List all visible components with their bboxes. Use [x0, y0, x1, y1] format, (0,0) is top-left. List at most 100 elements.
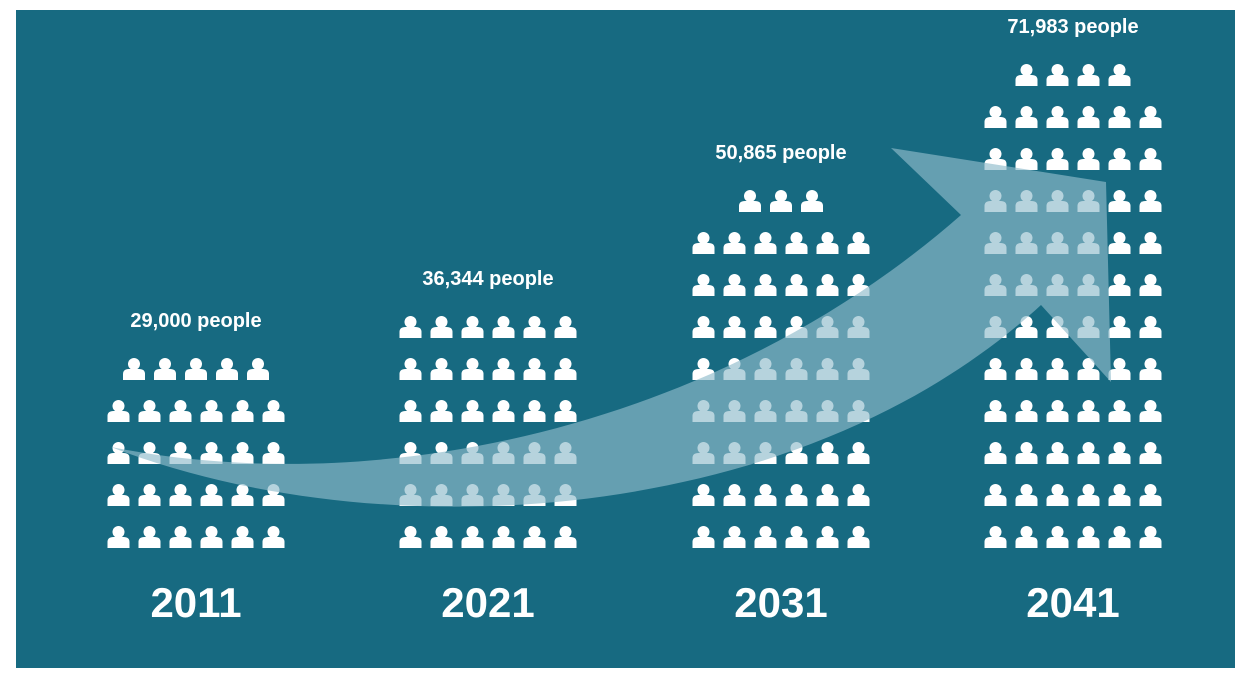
person-icon: [1046, 400, 1069, 422]
person-icon: [984, 442, 1007, 464]
year-label-2011: 2011: [150, 579, 241, 626]
person-icon: [461, 358, 484, 380]
person-icon: [216, 358, 238, 380]
year-label-2041: 2041: [1026, 579, 1119, 626]
person-icon: [1139, 484, 1162, 506]
trend-arrow: [111, 148, 1111, 507]
person-icon: [1046, 148, 1069, 170]
person-icon: [107, 442, 130, 464]
person-icon: [770, 190, 792, 212]
person-icon: [1139, 190, 1162, 212]
person-icon: [1108, 400, 1131, 422]
chart-panel: 29,000 people 2011 36,344 people 2021 50,865…: [16, 10, 1235, 668]
person-icon: [430, 400, 453, 422]
person-icon: [723, 232, 746, 254]
person-icon: [262, 442, 285, 464]
person-icon: [1046, 484, 1069, 506]
person-icon: [816, 442, 839, 464]
person-icon: [461, 526, 484, 548]
person-icon: [107, 484, 130, 506]
person-icon: [554, 400, 577, 422]
person-icon: [262, 526, 285, 548]
person-icon: [1108, 526, 1131, 548]
person-icon: [1108, 232, 1131, 254]
person-icon: [1108, 358, 1131, 380]
person-icon: [1077, 484, 1100, 506]
person-icon: [1077, 64, 1100, 86]
person-icon: [492, 526, 515, 548]
person-icon: [430, 358, 453, 380]
person-icon: [138, 484, 161, 506]
person-icon: [1108, 64, 1131, 86]
person-icon: [1139, 232, 1162, 254]
person-icon: [1139, 400, 1162, 422]
person-icon: [754, 232, 777, 254]
person-icon: [138, 526, 161, 548]
person-icon: [169, 484, 192, 506]
person-icon: [847, 442, 870, 464]
person-icon: [1015, 400, 1038, 422]
person-icon: [1139, 358, 1162, 380]
person-icon: [231, 400, 254, 422]
person-icon: [816, 232, 839, 254]
person-icon: [554, 316, 577, 338]
person-icon: [1046, 64, 1069, 86]
person-icon: [1015, 64, 1038, 86]
person-icon: [399, 316, 422, 338]
person-icon: [247, 358, 269, 380]
person-icon: [785, 484, 808, 506]
person-icon: [200, 400, 223, 422]
person-icon: [430, 526, 453, 548]
person-icon: [785, 274, 808, 296]
year-label-2031: 2031: [734, 579, 827, 626]
person-icon: [399, 400, 422, 422]
person-icon: [523, 316, 546, 338]
person-icon: [1015, 442, 1038, 464]
value-label-2031: 50,865 people: [715, 142, 846, 164]
person-icon: [984, 106, 1007, 128]
person-icon: [200, 484, 223, 506]
person-icon: [1139, 442, 1162, 464]
person-icon: [523, 400, 546, 422]
person-icon: [461, 316, 484, 338]
person-icon: [1077, 526, 1100, 548]
person-icon: [1046, 526, 1069, 548]
person-icon: [816, 274, 839, 296]
person-icon: [231, 484, 254, 506]
person-icon: [138, 400, 161, 422]
person-icon: [1077, 148, 1100, 170]
person-icon: [692, 484, 715, 506]
person-icon: [1108, 274, 1131, 296]
person-icon: [554, 526, 577, 548]
person-icon: [847, 526, 870, 548]
person-icon: [785, 526, 808, 548]
person-icon: [1015, 358, 1038, 380]
person-icon: [1015, 106, 1038, 128]
person-icon: [984, 484, 1007, 506]
person-icon: [754, 526, 777, 548]
person-icon: [692, 316, 715, 338]
person-icon: [847, 232, 870, 254]
person-icon: [1108, 148, 1131, 170]
person-icon: [231, 442, 254, 464]
value-label-2021: 36,344 people: [422, 268, 553, 290]
person-icon: [1046, 358, 1069, 380]
person-icon: [1108, 442, 1131, 464]
person-icon: [399, 526, 422, 548]
person-icon: [1108, 106, 1131, 128]
person-icon: [554, 358, 577, 380]
person-icon: [523, 358, 546, 380]
person-icon: [1015, 526, 1038, 548]
person-icon: [723, 274, 746, 296]
person-icon: [1139, 106, 1162, 128]
person-icon: [1139, 274, 1162, 296]
person-icon: [723, 526, 746, 548]
person-icon: [200, 526, 223, 548]
person-icon: [123, 358, 145, 380]
person-icon: [1077, 400, 1100, 422]
value-label-2011: 29,000 people: [130, 310, 261, 332]
person-icon: [1077, 106, 1100, 128]
person-icon: [262, 400, 285, 422]
person-icon: [984, 400, 1007, 422]
person-icon: [430, 316, 453, 338]
